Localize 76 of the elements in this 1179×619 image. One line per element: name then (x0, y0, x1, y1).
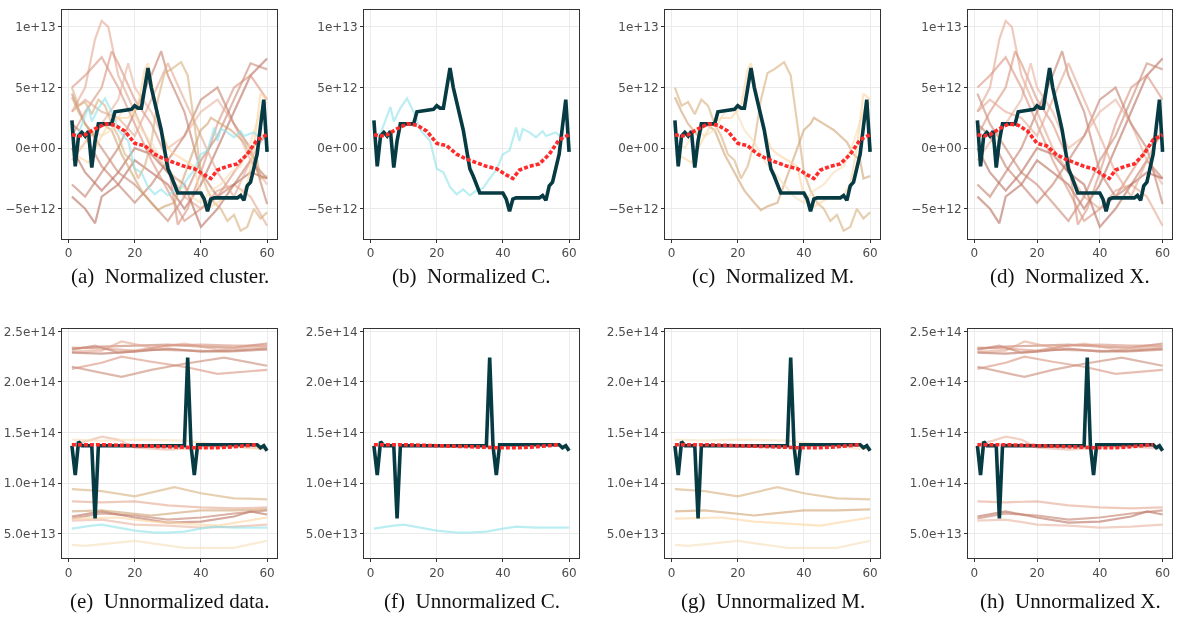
x-tick-label: 0 (64, 246, 73, 261)
x-tick-label: 0 (64, 565, 73, 580)
x-tick-label: 60 (862, 565, 878, 580)
x-tick-label: 60 (1154, 565, 1171, 580)
y-tick-label: 5.0e+13 (305, 526, 358, 541)
text: (d) Normalized X. (990, 264, 1150, 288)
text: (h) Unnormalized X. (980, 589, 1161, 613)
y-tick-label: 5e+12 (15, 80, 56, 95)
y-tick-label: 1.0e+14 (909, 476, 962, 491)
x-tick-label: 20 (730, 246, 746, 261)
y-tick-label: 2.5e+14 (606, 324, 659, 339)
y-tick-label: 2.5e+14 (305, 324, 358, 339)
y-tick-label: 2.0e+14 (909, 375, 962, 390)
y-tick-label: 5e+12 (618, 80, 659, 95)
y-tick-label: 2.5e+14 (909, 324, 962, 339)
y-tick-label: −5e+12 (608, 201, 659, 216)
x-tick-label: 0 (970, 565, 979, 580)
y-tick-label: 5e+12 (921, 80, 962, 95)
text: (f) Unnormalized C. (384, 589, 561, 613)
x-tick-label: 40 (796, 246, 812, 261)
y-tick-label: 1e+13 (921, 20, 962, 35)
y-tick-label: 5.0e+13 (3, 526, 56, 541)
text: (g) Unnormalized M. (681, 589, 866, 613)
y-tick-label: 5.0e+13 (909, 526, 962, 541)
x-tick-label: 20 (127, 246, 143, 261)
y-tick-label: 1.5e+14 (305, 425, 358, 440)
text: (b) Normalized C. (392, 264, 551, 288)
x-tick-label: 60 (561, 565, 577, 580)
x-tick-label: 0 (667, 246, 676, 261)
y-tick-label: −5e+12 (307, 201, 358, 216)
y-tick-label: −5e+12 (911, 201, 962, 216)
y-tick-label: 0e+00 (15, 141, 56, 156)
x-tick-label: 40 (193, 246, 209, 261)
y-tick-label: 0e+00 (921, 141, 962, 156)
x-tick-label: 40 (1092, 565, 1108, 580)
y-tick-label: −5e+12 (5, 201, 56, 216)
y-tick-label: 1e+13 (618, 20, 659, 35)
x-tick-label: 40 (495, 565, 511, 580)
text: (e) Unnormalized data. (70, 589, 270, 613)
y-tick-label: 2.0e+14 (3, 375, 56, 390)
y-tick-label: 1.0e+14 (606, 476, 659, 491)
y-tick-label: 1e+13 (317, 20, 358, 35)
y-tick-label: 1.0e+14 (305, 476, 358, 491)
text: (a) Normalized cluster. (71, 264, 270, 288)
x-tick-label: 0 (970, 246, 979, 261)
x-tick-label: 20 (429, 565, 445, 580)
x-tick-label: 20 (1029, 565, 1045, 580)
y-tick-label: 1.0e+14 (3, 476, 56, 491)
x-tick-label: 40 (193, 565, 209, 580)
x-tick-label: 40 (495, 246, 511, 261)
y-tick-label: 1e+13 (15, 20, 56, 35)
y-tick-label: 2.5e+14 (3, 324, 56, 339)
y-tick-label: 1.5e+14 (909, 425, 962, 440)
x-tick-label: 60 (561, 246, 577, 261)
y-tick-label: 2.0e+14 (606, 375, 659, 390)
x-tick-label: 60 (259, 246, 275, 261)
x-tick-label: 40 (1092, 246, 1108, 261)
y-tick-label: 1.5e+14 (3, 425, 56, 440)
y-tick-label: 1.5e+14 (606, 425, 659, 440)
y-tick-label: 5e+12 (317, 80, 358, 95)
x-tick-label: 60 (862, 246, 878, 261)
y-tick-label: 0e+00 (317, 141, 358, 156)
x-tick-label: 0 (366, 565, 375, 580)
y-tick-label: 5.0e+13 (606, 526, 659, 541)
x-tick-label: 40 (796, 565, 812, 580)
y-tick-label: 2.0e+14 (305, 375, 358, 390)
x-tick-label: 0 (366, 246, 375, 261)
text: (c) Normalized M. (692, 264, 855, 288)
y-tick-label: 0e+00 (618, 141, 659, 156)
x-tick-label: 20 (730, 565, 746, 580)
x-tick-label: 0 (667, 565, 676, 580)
x-tick-label: 20 (127, 565, 143, 580)
x-tick-label: 20 (1029, 246, 1045, 261)
x-tick-label: 60 (1154, 246, 1171, 261)
x-tick-label: 20 (429, 246, 445, 261)
x-tick-label: 60 (259, 565, 275, 580)
